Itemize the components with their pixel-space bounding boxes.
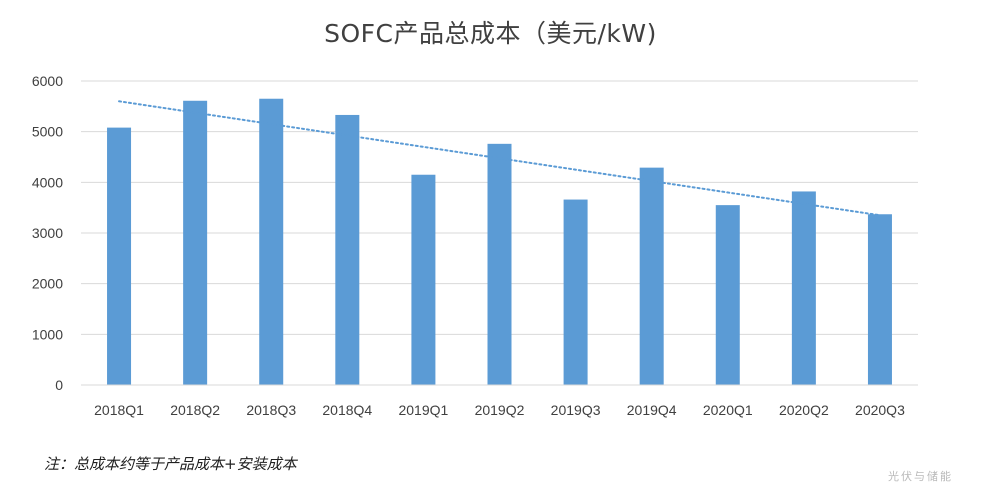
y-tick-label: 0 <box>55 377 63 393</box>
bar <box>259 98 284 385</box>
y-tick-label: 5000 <box>32 124 63 140</box>
x-tick-label: 2020Q2 <box>779 402 829 418</box>
x-tick-label: 2018Q2 <box>170 402 220 418</box>
bar <box>867 214 892 385</box>
y-tick-label: 6000 <box>32 73 63 89</box>
y-tick-label: 4000 <box>32 174 63 190</box>
x-tick-label: 2019Q3 <box>551 402 601 418</box>
x-tick-label: 2020Q3 <box>855 402 905 418</box>
watermark: 光伏与储能 <box>888 470 953 483</box>
x-tick-label: 2018Q4 <box>322 402 372 418</box>
x-tick-label: 2019Q1 <box>398 402 448 418</box>
x-tick-label: 2019Q4 <box>627 402 677 418</box>
bar <box>487 143 512 385</box>
bar <box>639 167 664 385</box>
chart-title: SOFC产品总成本（美元/kW) <box>324 19 657 48</box>
bar <box>107 127 132 385</box>
y-tick-label: 2000 <box>32 276 63 292</box>
y-tick-label: 3000 <box>32 225 63 241</box>
bars <box>107 98 892 386</box>
bar <box>335 114 360 386</box>
bar <box>563 199 588 385</box>
x-tick-label: 2019Q2 <box>475 402 525 418</box>
y-tick-label: 1000 <box>32 326 63 342</box>
trendline-group <box>118 100 881 217</box>
bar <box>791 191 816 385</box>
x-axis-ticks: 2018Q1 2018Q2 2018Q3 2018Q4 2019Q1 2019Q2 2019… <box>94 402 905 418</box>
y-axis-ticks: 0 1000 2000 3000 4000 5000 6000 <box>32 73 63 393</box>
bar <box>183 100 208 385</box>
chart-note: 注：总成本约等于产品成本+安装成本 <box>44 455 297 473</box>
bar <box>715 205 740 385</box>
x-tick-label: 2018Q3 <box>246 402 296 418</box>
x-tick-label: 2018Q1 <box>94 402 144 418</box>
x-tick-label: 2020Q1 <box>703 402 753 418</box>
trendline <box>118 100 881 217</box>
bar <box>411 174 436 385</box>
